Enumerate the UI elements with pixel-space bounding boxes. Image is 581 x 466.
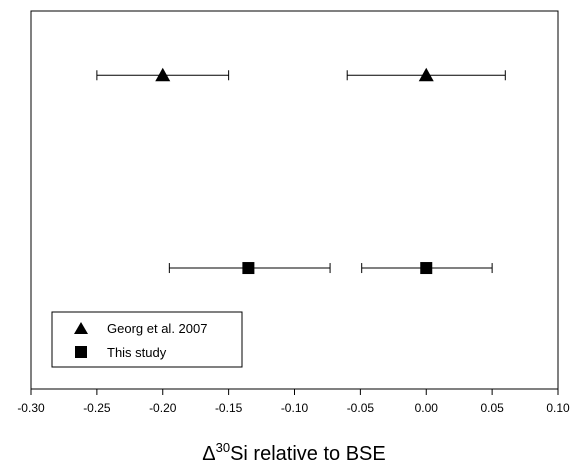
legend-triangle-marker (74, 322, 88, 334)
triangle-point-s0-p0 (155, 67, 171, 82)
legend-square-marker (75, 346, 87, 358)
legend-label-georg: Georg et al. 2007 (107, 321, 207, 336)
x-tick-label-0: -0.30 (17, 401, 45, 415)
x-tick-label-8: 0.10 (546, 401, 570, 415)
legend: Georg et al. 2007 This study (51, 311, 243, 368)
x-tick-label-1: -0.25 (83, 401, 111, 415)
x-tick-label-6: 0.00 (415, 401, 439, 415)
legend-label-this-study: This study (107, 345, 167, 360)
x-axis-ticks (30, 389, 559, 395)
triangle-point-s0-p1 (418, 67, 434, 82)
x-tick-label-5: -0.05 (347, 401, 375, 415)
square-point-s1-p0 (242, 262, 255, 275)
x-tick-label-3: -0.15 (215, 401, 243, 415)
x-axis-title: Δ30Si relative to BSE (202, 440, 385, 465)
x-axis-tick-labels: -0.30 -0.25 -0.20 -0.15 -0.10 -0.05 0.00 0.05 0.… (17, 401, 570, 415)
x-tick-label-7: 0.05 (480, 401, 504, 415)
square-point-s1-p1 (420, 262, 433, 275)
x-axis-title-delta: Δ (202, 443, 215, 465)
x-tick-label-2: -0.20 (149, 401, 177, 415)
x-axis-title-superscript: 30 (216, 440, 230, 455)
data-layer (96, 67, 506, 275)
x-axis-title-text: Si relative to BSE (230, 443, 386, 465)
x-tick-label-4: -0.10 (281, 401, 309, 415)
